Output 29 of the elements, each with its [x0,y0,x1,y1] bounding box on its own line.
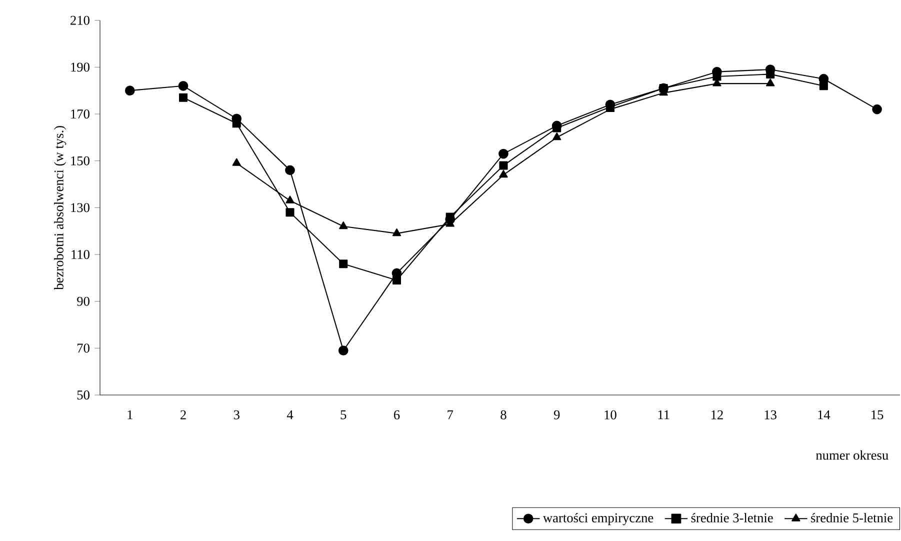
x-axis-title: numer okresu [816,450,888,460]
y-tick-label: 50 [77,390,90,400]
x-tick-label: 11 [658,410,670,420]
y-tick-label: 110 [72,250,90,259]
legend-label: średnie 3-letnie [691,512,773,522]
x-tick-label: 10 [604,410,616,420]
x-tick-label: 4 [286,410,294,420]
x-tick-label: 14 [818,410,830,420]
x-tick-label: 15 [872,410,884,420]
y-tick-label: 210 [70,16,90,25]
x-tick-label: 6 [394,410,400,420]
y-axis-title: bezrobotni absolwenci (w tys.) [54,126,66,290]
y-tick-label: 130 [71,203,90,212]
x-tick-label: 3 [234,410,240,420]
legend-label: wartości empiryczne [542,512,654,526]
y-tick-label: 170 [71,109,90,118]
x-tick-label: 9 [554,410,560,420]
y-tick-label: 90 [77,296,90,306]
y-tick-label: 70 [78,344,90,353]
legend-label: średnie 5-letnie [811,512,893,522]
x-tick-label: 2 [180,410,186,420]
x-tick-label: 8 [500,410,506,420]
x-tick-label: 7 [448,410,454,420]
x-tick-label: 12 [711,410,723,420]
y-tick-label: 150 [71,156,90,166]
x-tick-label: 5 [340,410,346,420]
x-tick-label: 1 [128,410,132,420]
x-tick-label: 13 [764,410,776,420]
y-tick-label: 190 [71,62,90,72]
